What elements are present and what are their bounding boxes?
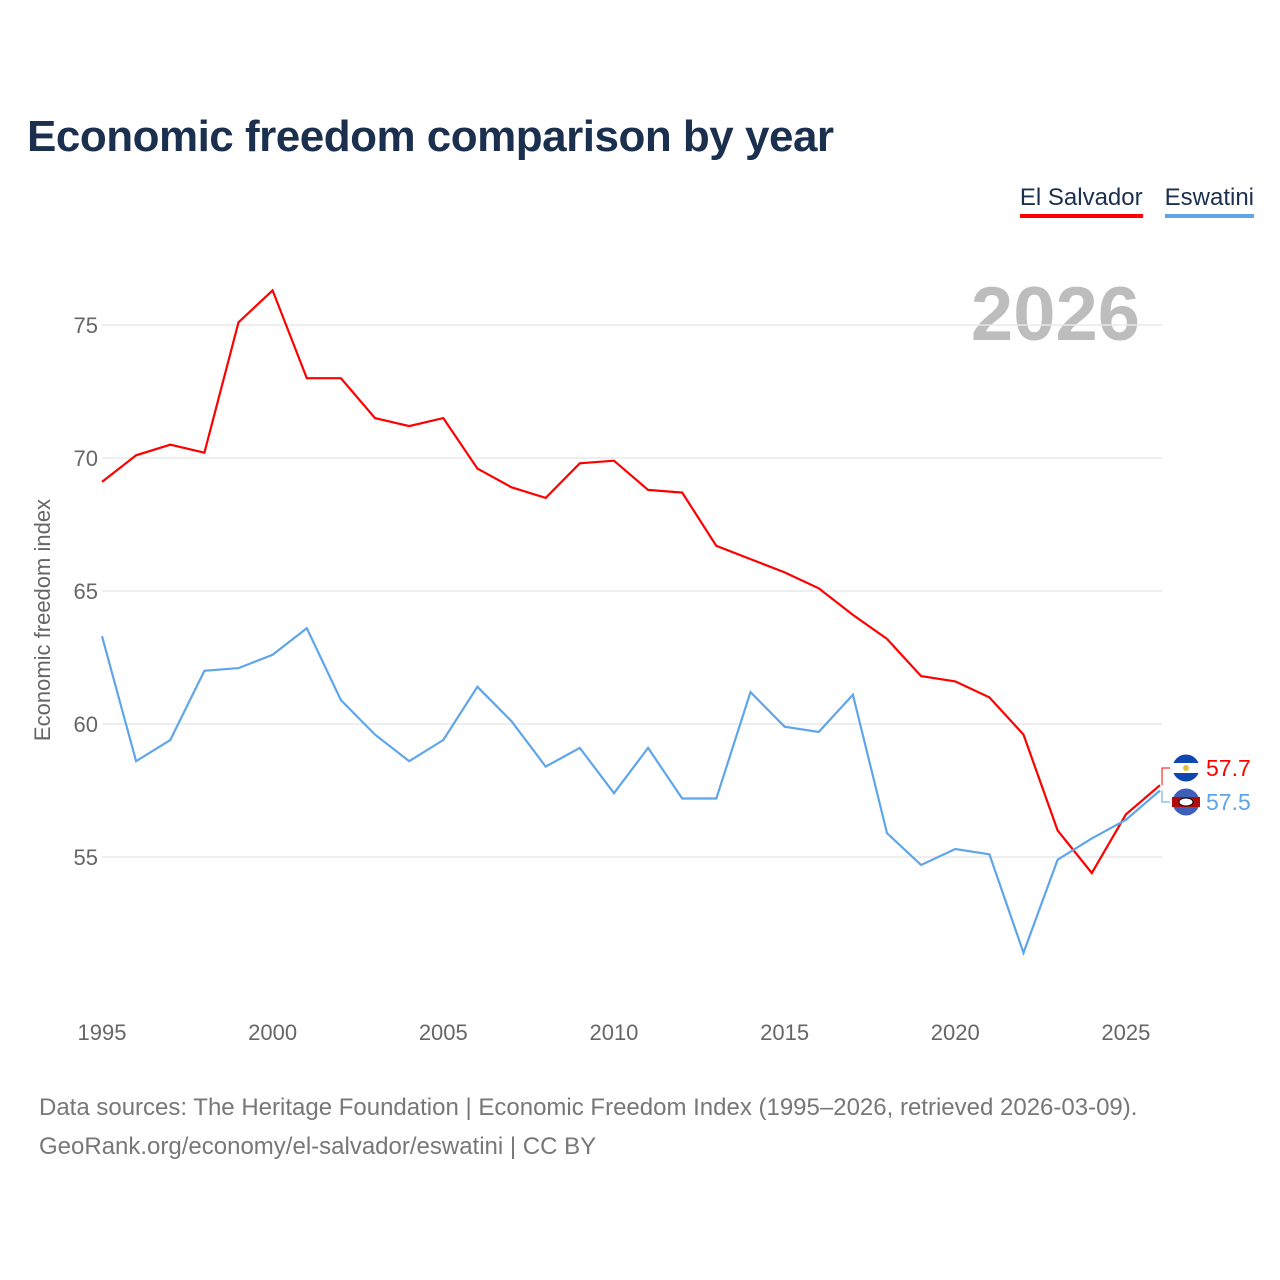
end-connector xyxy=(1161,790,1170,803)
end-value-label: 57.5 xyxy=(1206,789,1251,815)
legend-item-el-salvador[interactable]: El Salvador xyxy=(1019,184,1143,218)
y-axis-label: Economic freedom index xyxy=(30,499,55,741)
x-tick-label: 2025 xyxy=(1101,1020,1150,1045)
series-line-el-salvador xyxy=(101,288,1161,875)
source-link[interactable]: GeoRank.org/economy/el-salvador/eswatini… xyxy=(39,1133,597,1160)
current-year-label: 2026 xyxy=(971,272,1140,357)
legend: El Salvador Eswatini xyxy=(1019,184,1254,218)
x-tick-label: 2015 xyxy=(760,1020,809,1045)
x-tick-label: 2020 xyxy=(931,1020,980,1045)
x-tick-label: 2010 xyxy=(589,1020,638,1045)
flag-emblem xyxy=(1183,765,1189,771)
series-line-eswatini xyxy=(100,626,1161,957)
end-connector xyxy=(1161,767,1170,786)
end-value-label: 57.7 xyxy=(1206,755,1251,781)
x-tick-label: 1995 xyxy=(78,1020,127,1045)
y-tick-label: 65 xyxy=(74,579,98,604)
flag-shield xyxy=(1178,797,1194,807)
chart-title: Economic freedom comparison by year xyxy=(27,112,834,161)
y-tick-label: 70 xyxy=(74,446,98,471)
y-tick-label: 55 xyxy=(74,845,98,870)
data-sources: Data sources: The Heritage Foundation | … xyxy=(39,1094,1138,1121)
x-tick-label: 2005 xyxy=(419,1020,468,1045)
legend-item-eswatini[interactable]: Eswatini xyxy=(1164,184,1254,218)
y-tick-label: 75 xyxy=(74,313,98,338)
y-tick-label: 60 xyxy=(74,712,98,737)
footer: Data sources: The Heritage Foundation | … xyxy=(39,1088,1137,1166)
x-tick-label: 2000 xyxy=(248,1020,297,1045)
